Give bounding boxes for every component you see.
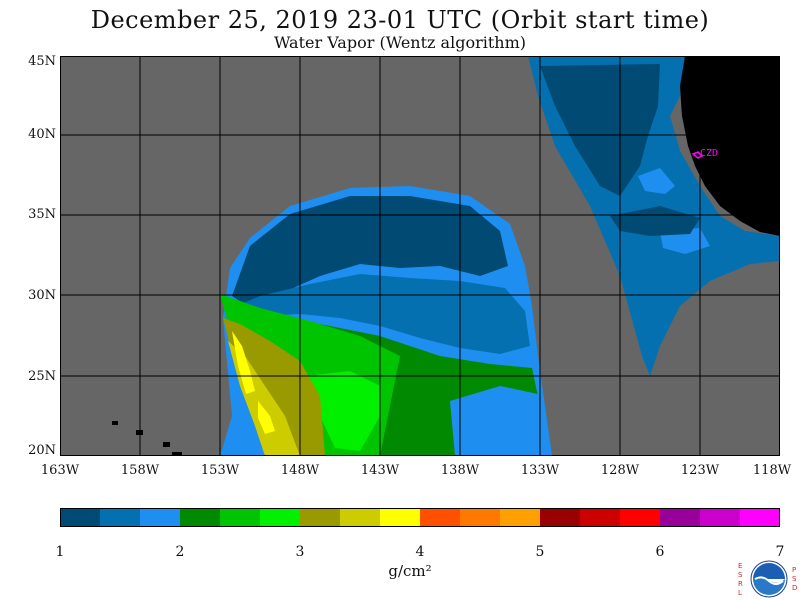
scale-label-6: 6 (655, 544, 665, 560)
color-scale-bin (620, 508, 661, 527)
swath-west-yellow (232, 331, 255, 394)
noaa-logo: E S R L P S D (736, 558, 800, 600)
orbit-swath-east (528, 56, 780, 376)
map-title: December 25, 2019 23-01 UTC (Orbit start… (90, 6, 710, 34)
lon-label-158w: 158W (120, 463, 160, 478)
lon-label-118w: 118W (752, 463, 792, 478)
color-scale-bin (500, 508, 541, 527)
swath-west-green-bright (305, 371, 380, 451)
color-scale-bin (180, 508, 221, 527)
scale-label-1: 1 (55, 544, 65, 560)
lon-label-123w: 123W (680, 463, 720, 478)
color-scale-bin (340, 508, 381, 527)
land-north-america (680, 56, 780, 236)
lat-label-45n: 45N (28, 54, 56, 69)
map-gridlines (60, 56, 780, 456)
map-border (60, 56, 780, 456)
swath-east-blue-lat40 (638, 168, 675, 194)
swath-west-blue-se (450, 386, 550, 456)
color-scale-bin (740, 508, 780, 527)
swath-east-dark (540, 64, 660, 196)
color-scale-bin (100, 508, 141, 527)
lon-label-138w: 138W (440, 463, 480, 478)
island-kauai (112, 421, 118, 425)
scale-label-2: 2 (175, 544, 185, 560)
lon-label-153w: 153W (200, 463, 240, 478)
scale-label-7: 7 (775, 544, 785, 560)
lat-label-40n: 40N (28, 127, 56, 142)
color-scale-bins (60, 508, 780, 527)
island-hawaii (172, 452, 182, 456)
map-subtitle: Water Vapor (Wentz algorithm) (273, 33, 526, 52)
lon-label-148w: 148W (280, 463, 320, 478)
color-scale-bin (580, 508, 621, 527)
logo-psd-letters: P S D (792, 566, 798, 592)
station-czd-marker: CZD (691, 148, 718, 159)
station-czd-label: CZD (700, 148, 718, 159)
swath-east-dark-south (610, 206, 700, 236)
color-scale-bin (300, 508, 341, 527)
color-scale-bin (700, 508, 741, 527)
swath-west-band-mid (225, 274, 530, 354)
lat-label-30n: 30N (28, 288, 56, 303)
color-scale-bin (380, 508, 421, 527)
lon-label-128w: 128W (600, 463, 640, 478)
orbit-swath-west (220, 186, 552, 456)
color-scale-bin (260, 508, 301, 527)
water-vapor-map: CZD (60, 56, 780, 456)
lat-label-35n: 35N (28, 207, 56, 222)
color-scale-bin (60, 508, 101, 527)
island-maui (163, 442, 170, 447)
color-scale-bin (420, 508, 461, 527)
color-scale-bin (140, 508, 181, 527)
scale-label-3: 3 (295, 544, 305, 560)
color-scale-bin (660, 508, 701, 527)
logo-esrl-letters: E S R L (738, 562, 743, 597)
noaa-emblem-icon (750, 560, 788, 598)
lon-label-143w: 143W (360, 463, 400, 478)
lat-label-20n: 20N (28, 443, 56, 458)
scale-unit: g/cm² (388, 562, 432, 580)
scale-label-5: 5 (535, 544, 545, 560)
lon-label-133w: 133W (520, 463, 560, 478)
color-scale-bin (220, 508, 261, 527)
swath-west-yellow-2 (258, 401, 275, 434)
lon-label-163w: 163W (40, 463, 80, 478)
color-scale-bar (60, 508, 780, 527)
color-scale-bin (540, 508, 581, 527)
lat-label-25n: 25N (28, 369, 56, 384)
color-scale-bin (460, 508, 501, 527)
scale-label-4: 4 (415, 544, 425, 560)
swath-west-band-dark (232, 196, 508, 308)
